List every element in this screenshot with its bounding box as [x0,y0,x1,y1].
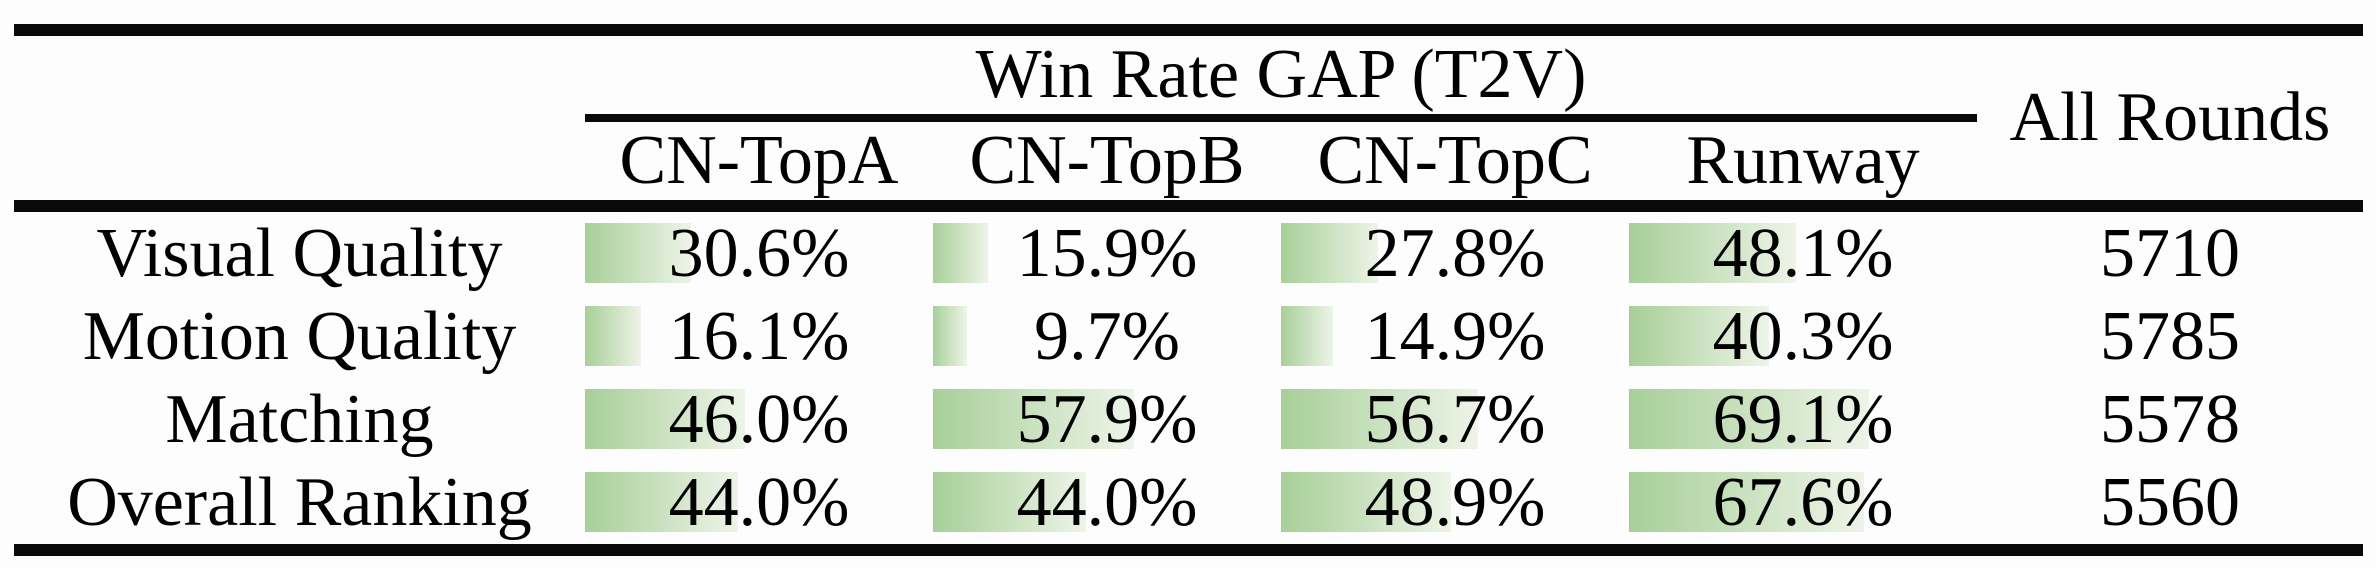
win-rate-table: Win Rate GAP (T2V) CN-TopA CN-TopB CN-To… [14,24,2363,556]
win-rate-bar [585,389,746,449]
win-rate-bar [1629,223,1797,283]
win-rate-bar [1629,389,1870,449]
all-rounds-value: 5578 [2100,380,2240,458]
win-rate-bar [585,306,642,366]
data-cell: 27.8% [1281,212,1629,295]
win-rate-value: 67.6% [1712,463,1894,541]
table-rule-header-bottom [14,200,2363,212]
data-cell: 9.7% [933,295,1281,378]
win-rate-bar [1281,306,1333,366]
data-cell: 48.9% [1281,461,1629,544]
row-label: Matching [165,380,434,458]
table-rule-bottom [14,544,2363,556]
win-rate-value: 69.1% [1712,380,1894,458]
table-row-matching: Matching 46.0% 57.9% 56.7% 69.1% 5578 [14,378,2363,461]
data-cell: 56.7% [1281,378,1629,461]
column-header-cn-topa: CN-TopA [619,122,899,199]
data-cell: 44.0% [933,461,1281,544]
data-cell: 48.1% [1629,212,1977,295]
data-cell: 15.9% [933,212,1281,295]
win-rate-value: 46.0% [668,380,850,458]
data-cell: 46.0% [585,378,933,461]
all-rounds-value: 5785 [2100,297,2240,375]
table-header: Win Rate GAP (T2V) CN-TopA CN-TopB CN-To… [14,36,2363,200]
table-row-overall-ranking: Overall Ranking 44.0% 44.0% 48.9% 67.6% … [14,461,2363,544]
win-rate-value: 30.6% [668,214,850,292]
data-cell: 30.6% [585,212,933,295]
column-headers-row: CN-TopA CN-TopB CN-TopC Runway [585,122,1977,200]
table-rule-top [14,24,2363,36]
data-cell: 14.9% [1281,295,1629,378]
table-row-motion-quality: Motion Quality 16.1% 9.7% 14.9% 40.3% 57… [14,295,2363,378]
table-body: Visual Quality 30.6% 15.9% 27.8% 48.1% 5… [14,212,2363,544]
win-rate-value: 9.7% [1034,297,1180,375]
win-rate-bar [933,389,1135,449]
win-rate-bar [585,223,692,283]
column-header-cn-topc: CN-TopC [1317,122,1593,199]
win-rate-value: 48.9% [1364,463,1546,541]
win-rate-value: 14.9% [1364,297,1546,375]
win-rate-value: 44.0% [668,463,850,541]
table-rule-under-group-header [585,114,1977,122]
win-rate-bar [1281,389,1479,449]
win-rate-bar [933,223,989,283]
data-cell: 44.0% [585,461,933,544]
column-header-all-rounds: All Rounds [2009,79,2331,156]
win-rate-bar [1629,472,1865,532]
win-rate-value: 44.0% [1016,463,1198,541]
win-rate-value: 40.3% [1712,297,1894,375]
group-header-title: Win Rate GAP (T2V) [975,36,1587,113]
table-row-visual-quality: Visual Quality 30.6% 15.9% 27.8% 48.1% 5… [14,212,2363,295]
win-rate-bar [1281,472,1452,532]
win-rate-value: 48.1% [1712,214,1894,292]
win-rate-value: 16.1% [668,297,850,375]
win-rate-bar [933,472,1087,532]
win-rate-value: 57.9% [1016,380,1198,458]
all-rounds-value: 5710 [2100,214,2240,292]
row-label: Overall Ranking [67,463,532,541]
data-cell: 67.6% [1629,461,1977,544]
data-cell: 16.1% [585,295,933,378]
win-rate-bar [585,472,739,532]
all-rounds-value: 5560 [2100,463,2240,541]
win-rate-value: 15.9% [1016,214,1198,292]
win-rate-bar [933,306,967,366]
row-label: Motion Quality [82,297,517,375]
data-cell: 40.3% [1629,295,1977,378]
column-header-cn-topb: CN-TopB [969,122,1245,199]
data-cell: 57.9% [933,378,1281,461]
win-rate-bar [1629,306,1770,366]
header-label-spacer [14,36,585,200]
win-rate-value: 56.7% [1364,380,1546,458]
win-rate-value: 27.8% [1364,214,1546,292]
header-center-group: Win Rate GAP (T2V) CN-TopA CN-TopB CN-To… [585,36,1977,200]
data-cell: 69.1% [1629,378,1977,461]
win-rate-bar [1281,223,1378,283]
row-label: Visual Quality [96,214,503,292]
column-header-runway: Runway [1686,122,1920,199]
